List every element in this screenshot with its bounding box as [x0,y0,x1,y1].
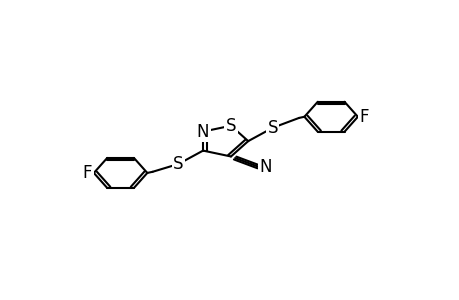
Text: S: S [173,155,183,173]
Text: N: N [196,123,209,141]
Text: F: F [359,108,368,126]
Text: F: F [83,164,92,182]
Text: N: N [258,158,271,176]
Text: S: S [225,117,236,135]
Text: S: S [267,119,277,137]
